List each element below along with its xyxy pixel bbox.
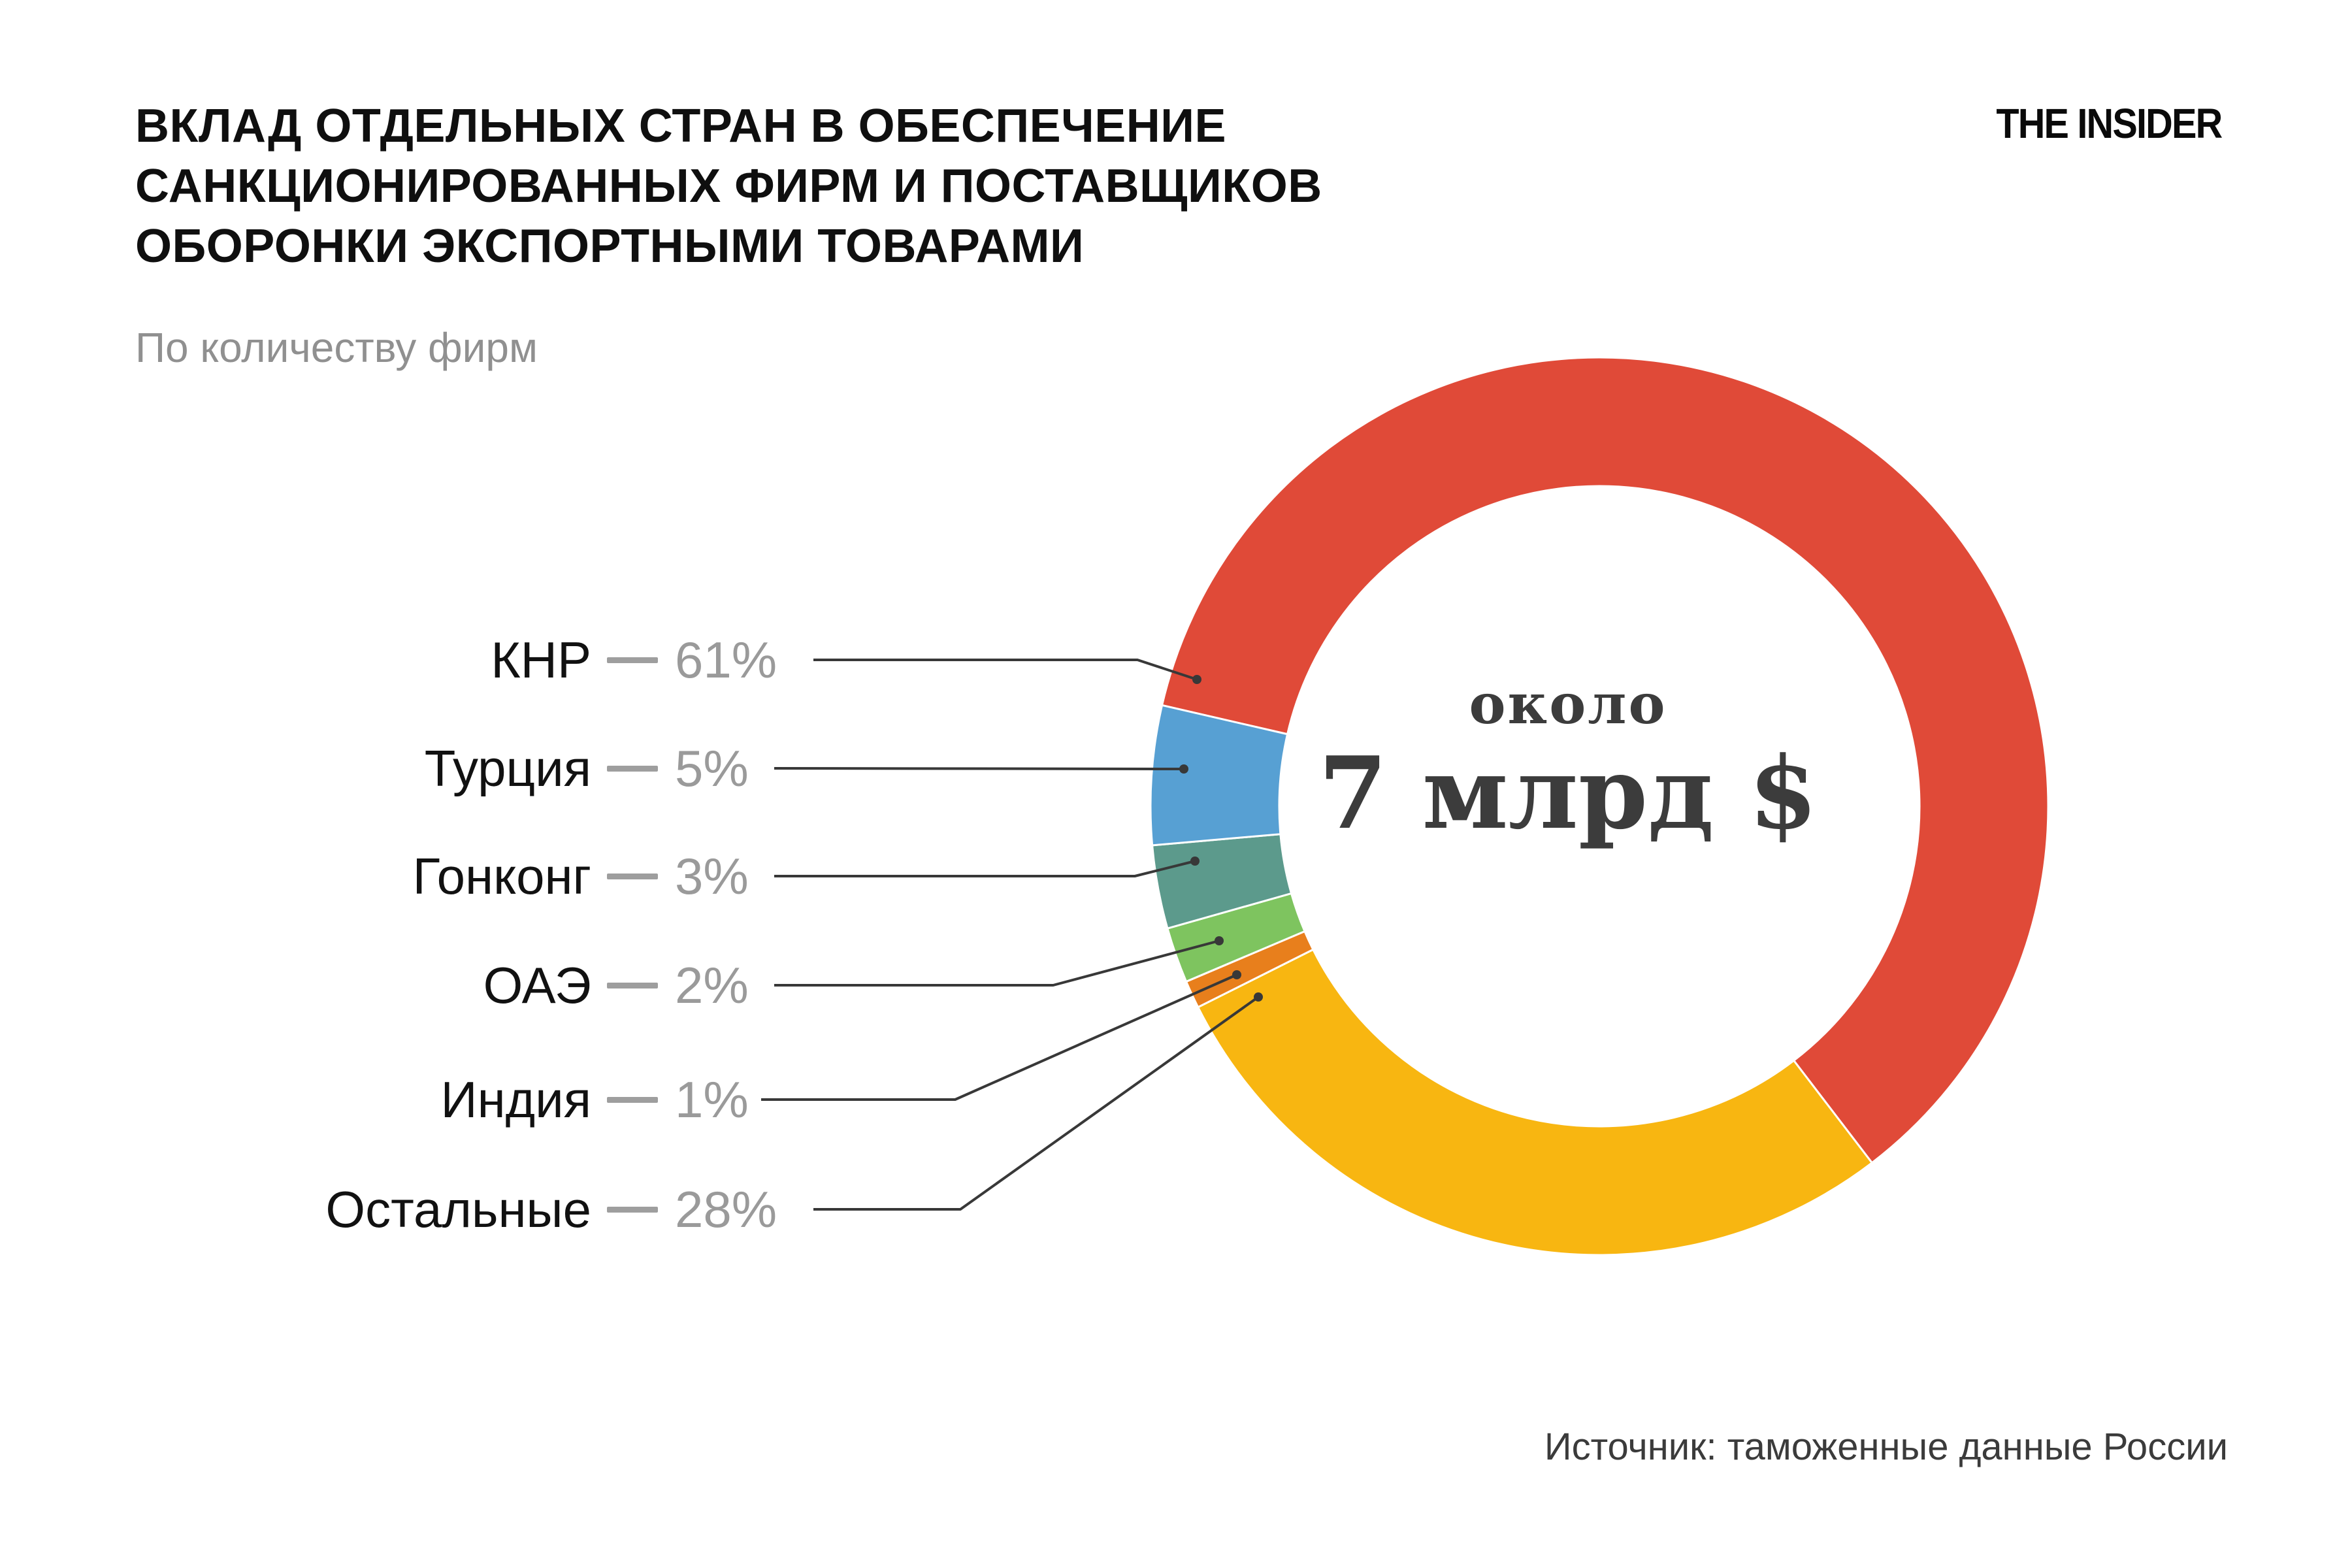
legend-country-label: Индия — [440, 1070, 591, 1128]
callout-line — [761, 973, 1237, 1101]
legend-row: ОАЭ 2% — [0, 954, 749, 1017]
legend-dash — [607, 873, 658, 879]
legend-row: Гонконг 3% — [0, 845, 749, 907]
callout-line — [774, 860, 1196, 877]
legend-percent-value: 1% — [675, 1070, 749, 1128]
legend-country-label: КНР — [491, 630, 591, 689]
donut-center-value: 7 млрд $ — [1318, 734, 1818, 851]
legend-dash — [607, 765, 658, 772]
legend-row: Индия 1% — [0, 1068, 749, 1131]
legend-country-label: Остальные — [325, 1180, 591, 1238]
legend-country-label: ОАЭ — [483, 956, 591, 1014]
callout-dot — [1232, 970, 1241, 979]
source-note: Источник: таможенные данные России — [1544, 1426, 2228, 1468]
legend-percent-value: 3% — [675, 847, 749, 905]
callout-dot — [1254, 992, 1263, 1002]
legend-dash — [607, 982, 658, 988]
donut-segment — [1161, 356, 2050, 1164]
legend-percent-value: 2% — [675, 956, 749, 1014]
callout-line — [813, 659, 1198, 681]
donut-segment — [1197, 948, 1873, 1256]
legend-row: Остальные 28% — [0, 1178, 777, 1241]
legend-row: КНР 61% — [0, 629, 777, 691]
legend-percent-value: 28% — [675, 1180, 777, 1238]
donut-center-prefix: около — [1469, 672, 1667, 736]
title-line-3: ОБОРОНКИ ЭКСПОРТНЫМИ ТОВАРАМИ — [135, 220, 1085, 272]
callout-dot — [1215, 936, 1224, 945]
legend-row: Турция 5% — [0, 737, 749, 800]
callout-line — [774, 767, 1184, 770]
callout-line — [813, 996, 1260, 1211]
legend-country-label: Турция — [424, 739, 591, 797]
callout-dot — [1179, 764, 1188, 774]
title-line-1: ВКЛАД ОТДЕЛЬНЫХ СТРАН В ОБЕСПЕЧЕНИЕ — [135, 100, 1227, 152]
callout-dot — [1190, 857, 1200, 866]
legend-percent-value: 5% — [675, 739, 749, 797]
title-line-2: САНКЦИОНИРОВАННЫХ ФИРМ И ПОСТАВЩИКОВ — [135, 160, 1322, 212]
brand-logo: THE INSIDER — [1995, 100, 2223, 147]
legend-dash — [607, 657, 658, 663]
callout-line — [774, 939, 1220, 987]
legend-country-label: Гонконг — [412, 847, 591, 905]
legend-dash — [607, 1096, 658, 1103]
legend-percent-value: 61% — [675, 630, 777, 689]
legend-dash — [607, 1206, 658, 1213]
donut-segment — [1149, 704, 1289, 847]
chart-subtitle: По количеству фирм — [135, 324, 538, 371]
callout-dot — [1192, 675, 1201, 684]
page-title: ВКЛАД ОТДЕЛЬНЫХ СТРАН В ОБЕСПЕЧЕНИЕ САНК… — [135, 96, 1322, 276]
